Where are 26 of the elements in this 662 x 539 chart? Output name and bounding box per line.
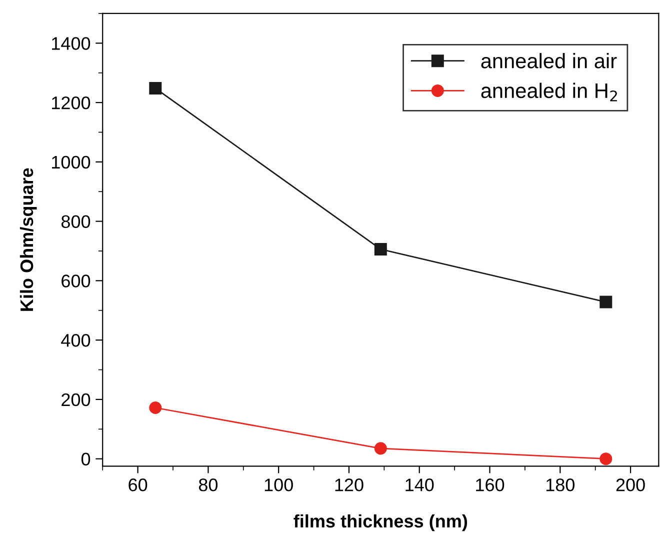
y-tick-label: 1200 [52,96,90,110]
y-tick-label: 600 [62,274,90,288]
y-tick-label: 0 [81,452,90,466]
x-tick-label: 180 [546,478,574,492]
x-tick-label: 120 [335,478,364,492]
x-tick-label: 60 [128,478,148,492]
x-axis-title: films thickness (nm) [294,514,468,532]
x-tick-label: 140 [406,478,434,492]
y-tick-label: 800 [61,215,90,228]
y-tick-label: 1400 [52,37,90,50]
x-tick-label: 200 [616,478,645,492]
point [374,242,387,256]
y-tick-label: 400 [61,334,90,347]
point [149,82,162,95]
point [600,296,612,308]
y-tick-label: 1000 [52,156,90,169]
x-tick-label: 100 [264,478,293,492]
x-tick-label: 160 [476,478,504,492]
point [374,442,387,455]
legend-label: annealed in H$_{2}$ [481,82,617,102]
point [600,452,612,466]
y-axis-title: Kilo Ohm/square [20,168,37,311]
legend-label: annealed in air [481,53,617,68]
y-tick-label: 200 [62,393,90,406]
point [149,401,162,414]
x-tick-label: 80 [198,478,218,492]
